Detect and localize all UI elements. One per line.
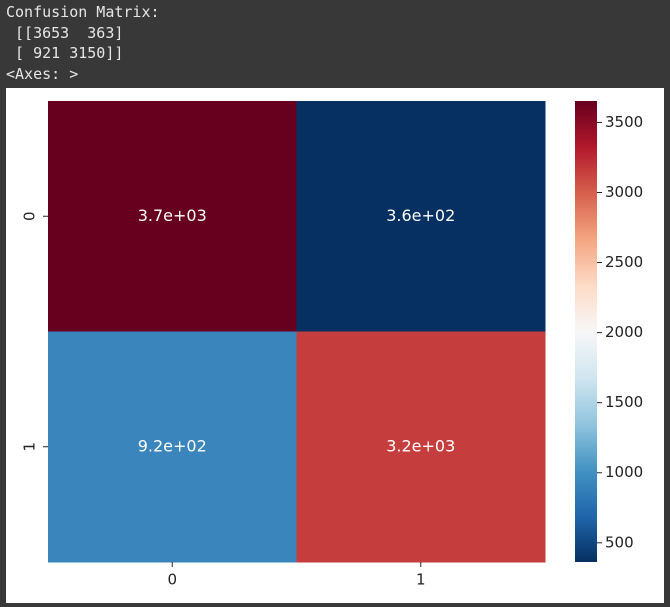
output-line: [[3653 363] — [6, 23, 124, 42]
cell-label: 3.2e+03 — [386, 436, 455, 455]
colorbar-tick-label: 3000 — [605, 183, 643, 201]
y-tick-label: 0 — [21, 211, 39, 221]
output-line: Confusion Matrix: — [6, 3, 160, 21]
output-line: <Axes: > — [6, 64, 79, 83]
text-output: Confusion Matrix: [[3653 363] [ 921 3150… — [6, 2, 160, 84]
x-tick-label: 0 — [167, 571, 177, 589]
chart: 3.7e+03 3.6e+029.2e+02 3.2e+030 10150010001… — [21, 101, 643, 589]
colorbar-tick-label: 3500 — [605, 113, 643, 131]
heatmap-cell — [48, 331, 297, 563]
colorbar-tick-label: 2500 — [605, 253, 643, 271]
colorbar-tick-label: 1500 — [605, 393, 643, 411]
cell-label: 9.2e+02 — [138, 436, 207, 455]
cell-label: 3.7e+03 — [138, 206, 207, 225]
colorbar — [575, 101, 597, 562]
output-line: [ 921 3150]] — [6, 44, 124, 62]
colorbar-tick-label: 1000 — [605, 463, 643, 481]
heatmap-cell — [296, 101, 546, 332]
cell-label: 3.6e+02 — [386, 206, 455, 225]
heatmap-cell — [296, 331, 546, 563]
y-tick-label: 1 — [21, 442, 39, 452]
colorbar-tick-label: 500 — [605, 533, 634, 551]
figure-panel: 3.7e+03 3.6e+02 9.2e+02 3.2e+03 0 1 0 1 500 1000 1… — [6, 88, 664, 603]
heatmap-cell — [48, 101, 297, 332]
x-tick-label: 1 — [416, 571, 426, 589]
colorbar-tick-label: 2000 — [605, 323, 643, 341]
